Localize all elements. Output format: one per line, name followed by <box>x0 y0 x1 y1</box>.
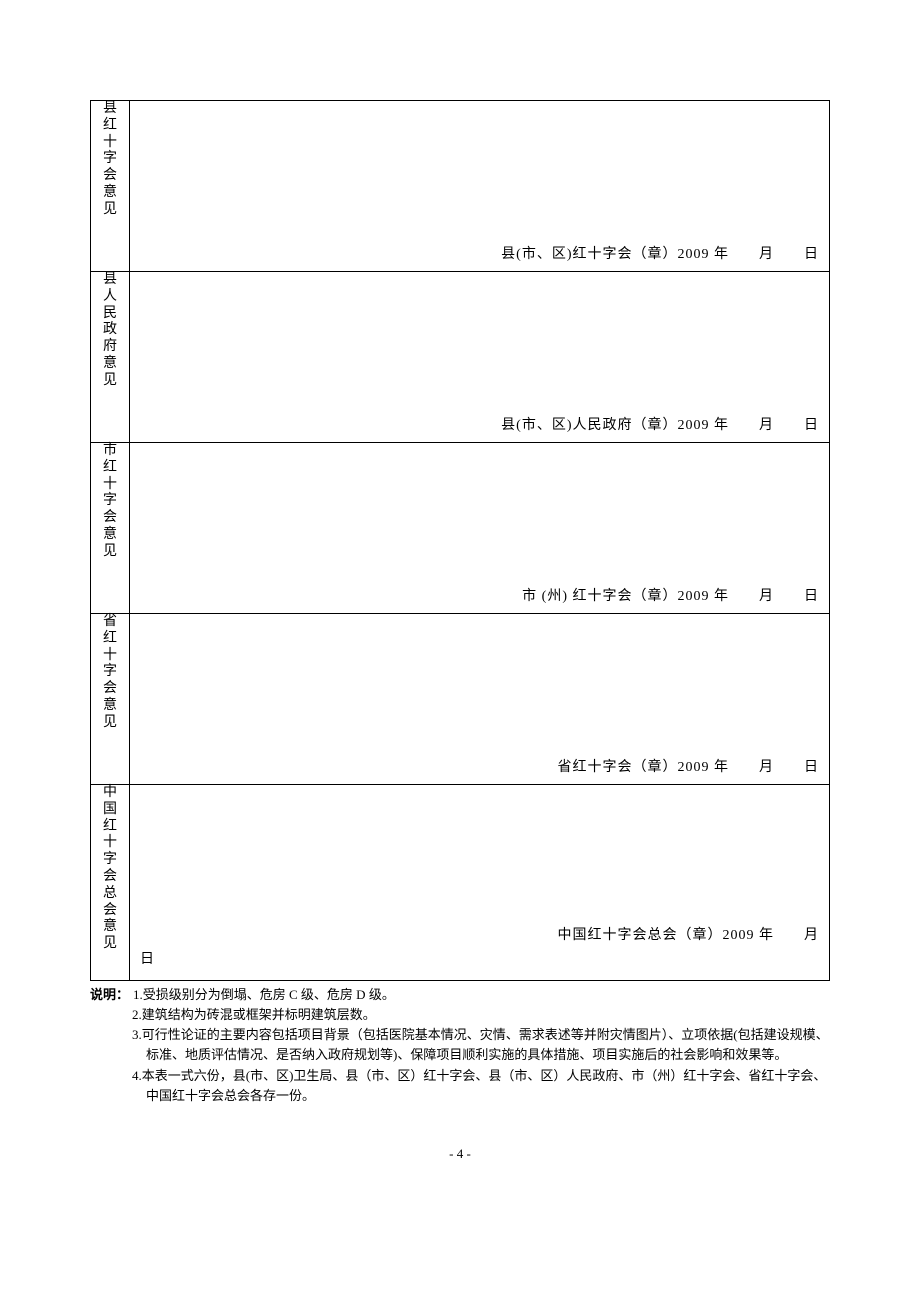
approval-table: 县红十字会意见县(市、区)红十字会（章）2009 年 月 日县人民政府意见县(市… <box>90 100 830 981</box>
table-row: 县人民政府意见县(市、区)人民政府（章）2009 年 月 日 <box>91 272 830 443</box>
notes-item-3: 3.可行性论证的主要内容包括项目背景（包括医院基本情况、灾情、需求表述等并附灾情… <box>90 1025 830 1065</box>
notes-block: 说明： 1.受损级别分为倒塌、危房 C 级、危房 D 级。 2.建筑结构为砖混或… <box>90 985 830 1106</box>
row-label: 省红十字会意见 <box>103 614 117 732</box>
signature-line: 县(市、区)红十字会（章）2009 年 月 日 <box>140 243 819 263</box>
notes-item-1: 1.受损级别分为倒塌、危房 C 级、危房 D 级。 <box>133 985 395 1005</box>
signature-line: 市 (州) 红十字会（章）2009 年 月 日 <box>140 585 819 605</box>
row-label: 县人民政府意见 <box>103 272 117 390</box>
table-row: 市红十字会意见市 (州) 红十字会（章）2009 年 月 日 <box>91 443 830 614</box>
notes-item-2: 2.建筑结构为砖混或框架并标明建筑层数。 <box>90 1005 830 1025</box>
table-row: 县红十字会意见县(市、区)红十字会（章）2009 年 月 日 <box>91 101 830 272</box>
notes-row-1: 说明： 1.受损级别分为倒塌、危房 C 级、危房 D 级。 <box>90 985 830 1005</box>
row-content-cell: 县(市、区)人民政府（章）2009 年 月 日 <box>130 272 830 443</box>
signature-line: 中国红十字会总会（章）2009 年 月 日 <box>140 924 819 972</box>
row-label-cell: 县红十字会意见 <box>91 101 130 272</box>
signature-line: 省红十字会（章）2009 年 月 日 <box>140 756 819 776</box>
page: 县红十字会意见县(市、区)红十字会（章）2009 年 月 日县人民政府意见县(市… <box>0 0 920 1302</box>
row-label-cell: 省红十字会意见 <box>91 614 130 785</box>
row-label: 中国红十字会总会意见 <box>103 785 117 953</box>
row-content-cell: 市 (州) 红十字会（章）2009 年 月 日 <box>130 443 830 614</box>
table-row: 中国红十字会总会意见中国红十字会总会（章）2009 年 月 日 <box>91 785 830 981</box>
row-label: 市红十字会意见 <box>103 443 117 561</box>
row-label-cell: 市红十字会意见 <box>91 443 130 614</box>
page-number: - 4 - <box>90 1146 830 1162</box>
row-label-cell: 中国红十字会总会意见 <box>91 785 130 981</box>
row-label-cell: 县人民政府意见 <box>91 272 130 443</box>
row-label: 县红十字会意见 <box>103 101 117 219</box>
row-content-cell: 省红十字会（章）2009 年 月 日 <box>130 614 830 785</box>
row-content-cell: 中国红十字会总会（章）2009 年 月 日 <box>130 785 830 981</box>
row-content-cell: 县(市、区)红十字会（章）2009 年 月 日 <box>130 101 830 272</box>
notes-lead: 说明： <box>90 985 133 1005</box>
table-row: 省红十字会意见省红十字会（章）2009 年 月 日 <box>91 614 830 785</box>
notes-item-4: 4.本表一式六份，县(市、区)卫生局、县（市、区）红十字会、县（市、区）人民政府… <box>90 1066 830 1106</box>
approval-table-body: 县红十字会意见县(市、区)红十字会（章）2009 年 月 日县人民政府意见县(市… <box>91 101 830 981</box>
signature-line: 县(市、区)人民政府（章）2009 年 月 日 <box>140 414 819 434</box>
